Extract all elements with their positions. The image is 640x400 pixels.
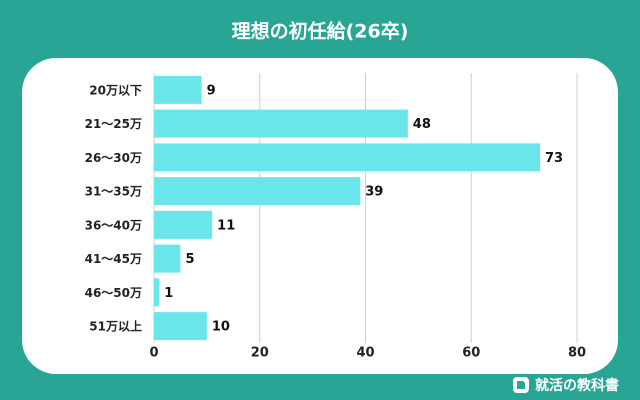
y-tick-label: 31〜35万 <box>85 185 142 199</box>
plot: 0 20 40 60 80 20万以下 9 21〜25万 48 26〜30万 73 31〜35万 39 3… <box>85 73 586 361</box>
bar <box>154 75 202 104</box>
bar <box>154 210 213 239</box>
bar <box>154 312 207 341</box>
x-tick-label: 0 <box>149 346 158 361</box>
y-tick-label: 21〜25万 <box>85 117 142 131</box>
value-label: 5 <box>185 252 194 267</box>
value-label: 1 <box>164 286 173 301</box>
y-tick-label: 20万以下 <box>89 83 142 97</box>
value-label: 9 <box>207 83 216 98</box>
y-tick-label: 51万以上 <box>89 319 142 334</box>
bar <box>154 278 160 307</box>
value-label: 73 <box>545 151 563 166</box>
value-label: 10 <box>212 320 230 335</box>
x-tick-label: 40 <box>356 346 374 361</box>
y-tick-label: 41〜45万 <box>85 252 142 266</box>
x-tick-label: 60 <box>462 346 480 361</box>
x-tick-label: 20 <box>251 346 269 361</box>
value-label: 39 <box>365 185 383 200</box>
bar <box>154 244 181 273</box>
chart-title: 理想の初任給(26卒) <box>232 20 409 43</box>
bar <box>154 109 408 138</box>
y-tick-label: 36〜40万 <box>85 218 142 232</box>
value-label: 11 <box>217 218 235 233</box>
bar <box>154 143 540 172</box>
y-tick-label: 26〜30万 <box>85 151 142 165</box>
y-tick-label: 46〜50万 <box>85 286 142 300</box>
x-tick-label: 80 <box>568 346 586 361</box>
source: 就活の教科書 <box>535 377 619 394</box>
value-label: 48 <box>413 117 431 132</box>
brand-icon <box>513 377 529 393</box>
bar <box>154 177 361 206</box>
